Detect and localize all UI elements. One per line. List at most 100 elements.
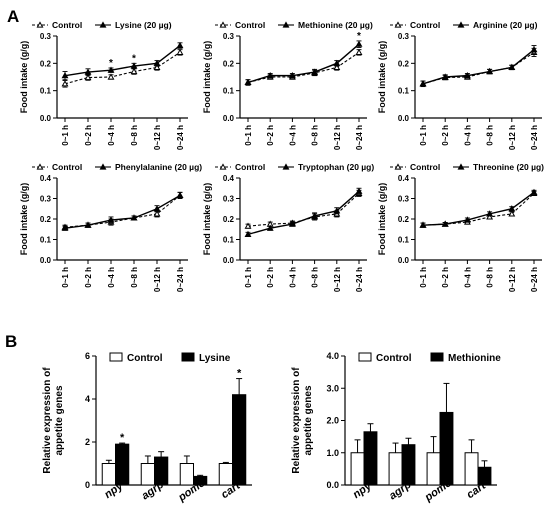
y-tick-label: 3.0 bbox=[326, 383, 339, 393]
line-chart-1: 0.0 0.1 0.2 0.3 0~1 h 0~2 h 0~4 h 0~8 h 0~12 h 0~… bbox=[19, 20, 188, 150]
series-line-2 bbox=[422, 191, 535, 226]
legend-label: Control bbox=[52, 20, 82, 30]
series-line-2 bbox=[247, 43, 360, 84]
data-point bbox=[153, 205, 161, 212]
data-point bbox=[107, 73, 115, 80]
data-point bbox=[153, 210, 161, 217]
bar-treatment bbox=[439, 411, 454, 486]
data-point bbox=[130, 67, 138, 75]
data-point bbox=[419, 80, 427, 87]
x-tick-label: 0~2 h bbox=[266, 267, 275, 288]
data-point bbox=[530, 188, 538, 195]
y-tick-label: 0.4 bbox=[223, 174, 235, 183]
legend-swatch bbox=[109, 352, 123, 362]
x-tick-label: 0~4 h bbox=[288, 125, 297, 146]
data-point bbox=[84, 68, 92, 75]
y-tick-label: 0.1 bbox=[398, 87, 410, 96]
line-chart-6: 0.0 0.1 0.2 0.3 0.4 0~1 h 0~2 h 0~4 h 0~8 h 0~12 … bbox=[377, 162, 544, 292]
data-point bbox=[130, 214, 138, 221]
legend-label: Control bbox=[235, 162, 265, 172]
bar-control bbox=[350, 452, 365, 486]
legend-marker bbox=[219, 163, 227, 170]
x-tick-label: 0~4 h bbox=[288, 267, 297, 288]
x-tick-label: 0~8 h bbox=[130, 267, 139, 288]
x-tick-label: 0~4 h bbox=[107, 125, 116, 146]
y-tick-label: 0.0 bbox=[326, 480, 339, 490]
bar-control bbox=[464, 452, 479, 486]
significance-marker: * bbox=[237, 368, 242, 380]
y-tick-label: 0.3 bbox=[40, 195, 52, 204]
x-tick-label: 0~12 h bbox=[153, 267, 162, 292]
y-axis-label: Relative expression of bbox=[291, 367, 302, 474]
bar-control bbox=[218, 463, 234, 486]
y-tick-label: 2 bbox=[85, 437, 90, 447]
data-point bbox=[176, 48, 184, 55]
data-point bbox=[311, 68, 319, 75]
x-tick-label: 0~2 h bbox=[266, 125, 275, 146]
y-tick-label: 0.4 bbox=[398, 174, 410, 183]
legend-label: Control bbox=[410, 20, 440, 30]
legend-label: Control bbox=[127, 353, 163, 364]
x-tick-label: 0~1 h bbox=[61, 267, 70, 288]
data-point bbox=[153, 63, 161, 71]
y-tick-label: 0.2 bbox=[398, 215, 410, 224]
x-tick-label: 0~2 h bbox=[441, 267, 450, 288]
legend-label: Phenylalanine (20 µg) bbox=[115, 162, 202, 172]
data-point bbox=[333, 59, 341, 66]
legend-marker bbox=[282, 21, 290, 28]
line-chart-5: 0.0 0.1 0.2 0.3 0.4 0~1 h 0~2 h 0~4 h 0~8 h 0~12 … bbox=[202, 162, 374, 292]
data-point bbox=[84, 221, 92, 228]
series-line-1 bbox=[247, 51, 360, 84]
y-tick-label: 0.3 bbox=[398, 195, 410, 204]
y-tick-label: 0 bbox=[85, 480, 90, 490]
y-tick-label: 0.0 bbox=[223, 114, 235, 123]
data-point bbox=[333, 63, 341, 71]
x-tick-label: 0~24 h bbox=[355, 125, 364, 150]
data-point bbox=[266, 72, 274, 79]
data-point bbox=[61, 224, 69, 231]
legend-swatch bbox=[181, 352, 195, 362]
y-tick-label: 0.0 bbox=[398, 114, 410, 123]
legend-marker bbox=[394, 21, 402, 28]
data-point bbox=[266, 224, 274, 231]
x-tick-label: 0~8 h bbox=[311, 267, 320, 288]
legend-label: Control bbox=[376, 353, 412, 364]
x-tick-label: 0~12 h bbox=[508, 267, 517, 292]
series-line-1 bbox=[247, 192, 360, 227]
y-tick-label: 0.0 bbox=[40, 256, 52, 265]
data-point bbox=[355, 48, 363, 55]
line-chart-4: 0.0 0.1 0.2 0.3 0.4 0~1 h 0~2 h 0~4 h 0~8 h 0~12 … bbox=[19, 162, 202, 292]
legend-marker bbox=[394, 163, 402, 170]
y-tick-label: 0.1 bbox=[40, 236, 52, 245]
legend-label: Lysine bbox=[199, 353, 231, 364]
y-tick-label: 0.0 bbox=[398, 256, 410, 265]
y-tick-label: 0.2 bbox=[40, 215, 52, 224]
x-tick-label: 0~1 h bbox=[244, 125, 253, 146]
data-point bbox=[176, 191, 184, 199]
bar-control bbox=[388, 452, 403, 486]
data-point bbox=[486, 67, 494, 75]
legend-marker bbox=[99, 163, 107, 170]
legend-swatch bbox=[358, 352, 372, 362]
y-tick-label: 0.1 bbox=[223, 87, 235, 96]
data-point bbox=[288, 220, 296, 227]
y-tick-label: 0.1 bbox=[40, 87, 52, 96]
legend-label: Threonine (20 µg) bbox=[473, 162, 544, 172]
bar-treatment bbox=[401, 444, 416, 486]
x-tick-label: 0~4 h bbox=[107, 267, 116, 288]
legend-marker bbox=[457, 21, 465, 28]
data-point bbox=[486, 210, 494, 217]
x-tick-label: 0~4 h bbox=[463, 125, 472, 146]
y-tick-label: 4 bbox=[85, 394, 90, 404]
data-point bbox=[355, 187, 363, 194]
x-tick-label: 0~8 h bbox=[486, 267, 495, 288]
data-point bbox=[107, 66, 115, 73]
significance-marker: * bbox=[357, 31, 361, 42]
data-point bbox=[176, 41, 184, 49]
bar-control bbox=[101, 463, 116, 486]
y-axis-label: Food intake (g/g) bbox=[202, 41, 212, 114]
y-axis-label: Food intake (g/g) bbox=[202, 183, 212, 256]
y-tick-label: 0.2 bbox=[398, 59, 410, 68]
data-point bbox=[333, 207, 341, 214]
